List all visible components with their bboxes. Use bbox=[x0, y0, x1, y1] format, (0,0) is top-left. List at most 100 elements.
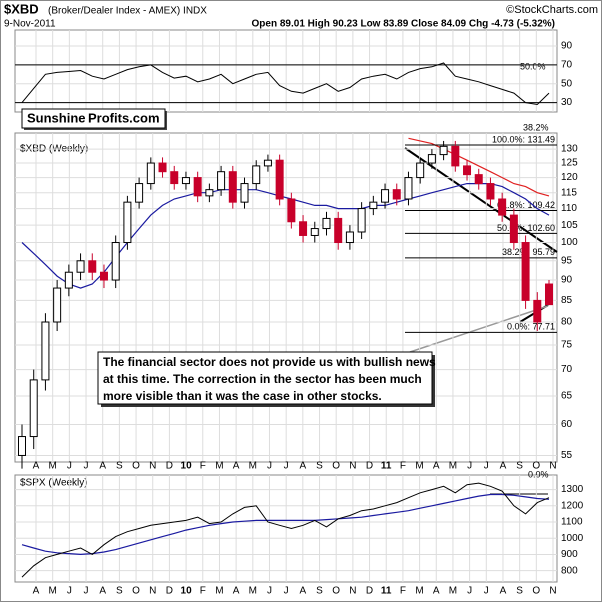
date: 9-Nov-2011 bbox=[4, 19, 56, 30]
y-tick-label: 55 bbox=[561, 450, 573, 461]
candle-body bbox=[392, 189, 401, 200]
x-tick-label: M bbox=[249, 586, 257, 597]
annotation: at this time. The correction in the sect… bbox=[103, 372, 422, 386]
candle-body bbox=[29, 379, 38, 438]
source: ©StockCharts.com bbox=[506, 4, 598, 16]
candle-body bbox=[381, 189, 390, 203]
fib-label: 50.0%: 102.60 bbox=[497, 223, 555, 233]
y-tick-label: 110 bbox=[561, 203, 577, 214]
y-tick-label: 120 bbox=[561, 172, 578, 183]
y-tick-label: 30 bbox=[561, 97, 573, 108]
y-tick-label: 1200 bbox=[561, 500, 584, 511]
candle-body bbox=[64, 271, 73, 289]
candle-body bbox=[299, 221, 308, 236]
candle-body bbox=[521, 242, 530, 301]
y-tick-label: 85 bbox=[561, 295, 573, 306]
candle-body bbox=[498, 198, 507, 216]
x-tick-label: J bbox=[467, 461, 472, 472]
x-tick-label: S bbox=[316, 586, 323, 597]
y-tick-label: 1000 bbox=[561, 533, 584, 544]
x-tick-label: J bbox=[67, 461, 72, 472]
moving-average bbox=[408, 137, 550, 197]
moving-average bbox=[21, 493, 550, 556]
x-tick-label: F bbox=[200, 461, 206, 472]
y-tick-label: 900 bbox=[561, 549, 578, 560]
candle-body bbox=[357, 208, 366, 233]
candle-body bbox=[533, 299, 542, 323]
candle-body bbox=[486, 183, 495, 200]
rsi-line bbox=[21, 62, 550, 106]
candle-body bbox=[88, 260, 97, 273]
candle-body bbox=[252, 165, 261, 185]
y-tick-label: 80 bbox=[561, 317, 573, 328]
x-tick-label: D bbox=[166, 586, 173, 597]
candle-body bbox=[240, 183, 249, 203]
candle-body bbox=[135, 183, 144, 203]
candle-body bbox=[275, 159, 284, 200]
y-tick-label: 90 bbox=[561, 41, 573, 52]
fib-label: 0.0%: 77.71 bbox=[507, 322, 555, 332]
candle-body bbox=[76, 260, 85, 273]
x-tick-label: S bbox=[116, 586, 123, 597]
x-tick-label: O bbox=[332, 461, 340, 472]
x-tick-label: J bbox=[84, 586, 89, 597]
y-tick-label: 60 bbox=[561, 419, 573, 430]
candle-body bbox=[41, 321, 50, 381]
x-tick-label: J bbox=[484, 586, 489, 597]
x-tick-label: O bbox=[332, 586, 340, 597]
fib-label: 100.0%: 131.49 bbox=[492, 134, 555, 144]
candle-body bbox=[158, 162, 167, 173]
x-tick-label: D bbox=[366, 586, 373, 597]
y-tick-label: 75 bbox=[561, 340, 573, 351]
y-tick-label: 95 bbox=[561, 255, 573, 266]
spx-line bbox=[21, 482, 550, 578]
candle-body bbox=[369, 201, 378, 210]
chart-subtitle: (Broker/Dealer Index - AMEX) INDX bbox=[48, 6, 207, 17]
y-tick-label: 130 bbox=[561, 144, 578, 155]
candle-body bbox=[53, 287, 62, 323]
x-tick-label: A bbox=[99, 461, 106, 472]
candle-body bbox=[287, 198, 296, 223]
x-tick-label: A bbox=[500, 461, 507, 472]
x-tick-label: N bbox=[549, 461, 556, 472]
candle-body bbox=[99, 271, 108, 281]
fib-label: 38.2% bbox=[523, 122, 549, 132]
candle-body bbox=[310, 228, 319, 236]
x-tick-label: A bbox=[33, 461, 40, 472]
y-tick-label: 70 bbox=[561, 60, 573, 71]
candle-body bbox=[345, 231, 354, 244]
logo-text: Profits.com bbox=[88, 110, 160, 125]
y-tick-label: 100 bbox=[561, 237, 578, 248]
x-tick-label: O bbox=[532, 586, 540, 597]
candle-body bbox=[463, 165, 472, 176]
x-tick-label: F bbox=[200, 586, 206, 597]
x-tick-label: S bbox=[516, 461, 523, 472]
x-tick-label: M bbox=[215, 461, 223, 472]
y-tick-label: 125 bbox=[561, 158, 578, 169]
candle-body bbox=[416, 162, 425, 179]
x-tick-label: D bbox=[366, 461, 373, 472]
x-tick-label: D bbox=[166, 461, 173, 472]
x-tick-label: J bbox=[67, 586, 72, 597]
x-tick-label: F bbox=[400, 586, 406, 597]
logo-text: Sunshine bbox=[27, 110, 86, 125]
y-tick-label: 90 bbox=[561, 275, 573, 286]
candle-body bbox=[228, 171, 237, 203]
x-tick-label: A bbox=[500, 586, 507, 597]
x-tick-label: M bbox=[449, 586, 457, 597]
x-tick-label: O bbox=[132, 461, 140, 472]
x-tick-label: M bbox=[49, 461, 57, 472]
x-tick-label: A bbox=[300, 461, 307, 472]
candle-body bbox=[427, 154, 436, 164]
x-tick-label: 10 bbox=[181, 586, 193, 597]
y-tick-label: 1100 bbox=[561, 517, 583, 528]
x-tick-label: O bbox=[532, 461, 540, 472]
candle-body bbox=[193, 177, 202, 197]
candle-body bbox=[474, 174, 483, 185]
x-tick-label: M bbox=[49, 586, 57, 597]
candle-body bbox=[18, 436, 26, 456]
x-tick-label: N bbox=[149, 586, 156, 597]
x-tick-label: N bbox=[349, 586, 356, 597]
candle-body bbox=[123, 201, 132, 244]
